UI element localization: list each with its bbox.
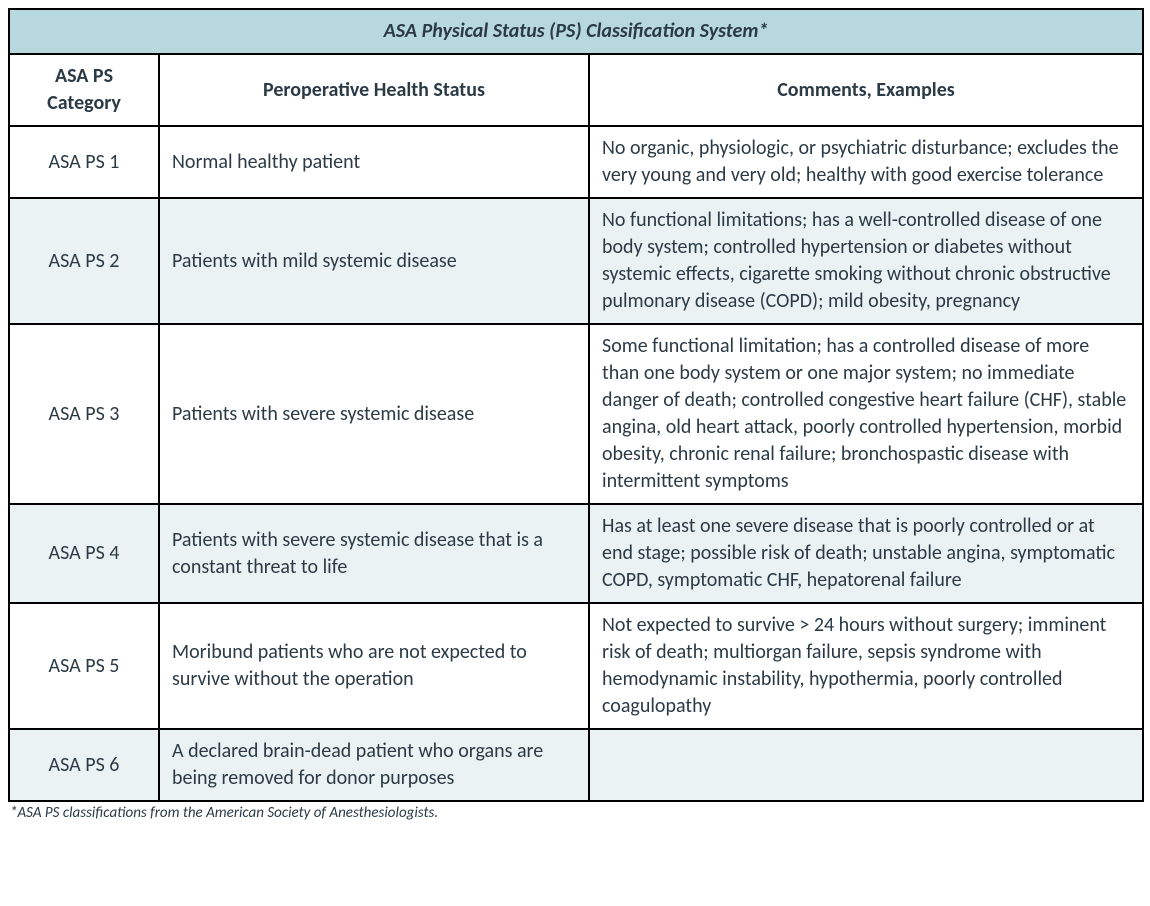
table-row: ASA PS 3 Patients with severe systemic d… bbox=[9, 324, 1143, 504]
cell-comments: Has at least one severe disease that is … bbox=[589, 504, 1143, 603]
cell-category: ASA PS 1 bbox=[9, 126, 159, 198]
cell-comments bbox=[589, 729, 1143, 801]
cell-status: Moribund patients who are not expected t… bbox=[159, 603, 589, 729]
cell-comments: No functional limitations; has a well-co… bbox=[589, 198, 1143, 324]
table-row: ASA PS 6 A declared brain-dead patient w… bbox=[9, 729, 1143, 801]
cell-comments: Some functional limitation; has a contro… bbox=[589, 324, 1143, 504]
table-row: ASA PS 5 Moribund patients who are not e… bbox=[9, 603, 1143, 729]
col-header-comments: Comments, Examples bbox=[589, 54, 1143, 126]
table-row: ASA PS 2 Patients with mild systemic dis… bbox=[9, 198, 1143, 324]
cell-comments: No organic, physiologic, or psychiatric … bbox=[589, 126, 1143, 198]
cell-category: ASA PS 2 bbox=[9, 198, 159, 324]
table-row: ASA PS 4 Patients with severe systemic d… bbox=[9, 504, 1143, 603]
col-header-status: Peroperative Health Status bbox=[159, 54, 589, 126]
col-header-category: ASA PSCategory bbox=[9, 54, 159, 126]
cell-comments: Not expected to survive > 24 hours witho… bbox=[589, 603, 1143, 729]
table-column-header-row: ASA PSCategory Peroperative Health Statu… bbox=[9, 54, 1143, 126]
cell-status: Normal healthy patient bbox=[159, 126, 589, 198]
table-footnote: *ASA PS classifications from the America… bbox=[8, 802, 1144, 822]
cell-category: ASA PS 6 bbox=[9, 729, 159, 801]
cell-status: Patients with severe systemic disease th… bbox=[159, 504, 589, 603]
cell-category: ASA PS 3 bbox=[9, 324, 159, 504]
cell-category: ASA PS 4 bbox=[9, 504, 159, 603]
cell-category: ASA PS 5 bbox=[9, 603, 159, 729]
table-row: ASA PS 1 Normal healthy patient No organ… bbox=[9, 126, 1143, 198]
cell-status: Patients with mild systemic disease bbox=[159, 198, 589, 324]
cell-status: Patients with severe systemic disease bbox=[159, 324, 589, 504]
table-body: ASA PS 1 Normal healthy patient No organ… bbox=[9, 126, 1143, 801]
cell-status: A declared brain-dead patient who organs… bbox=[159, 729, 589, 801]
asa-classification-table: ASA Physical Status (PS) Classification … bbox=[8, 8, 1144, 802]
table-title: ASA Physical Status (PS) Classification … bbox=[9, 9, 1143, 54]
